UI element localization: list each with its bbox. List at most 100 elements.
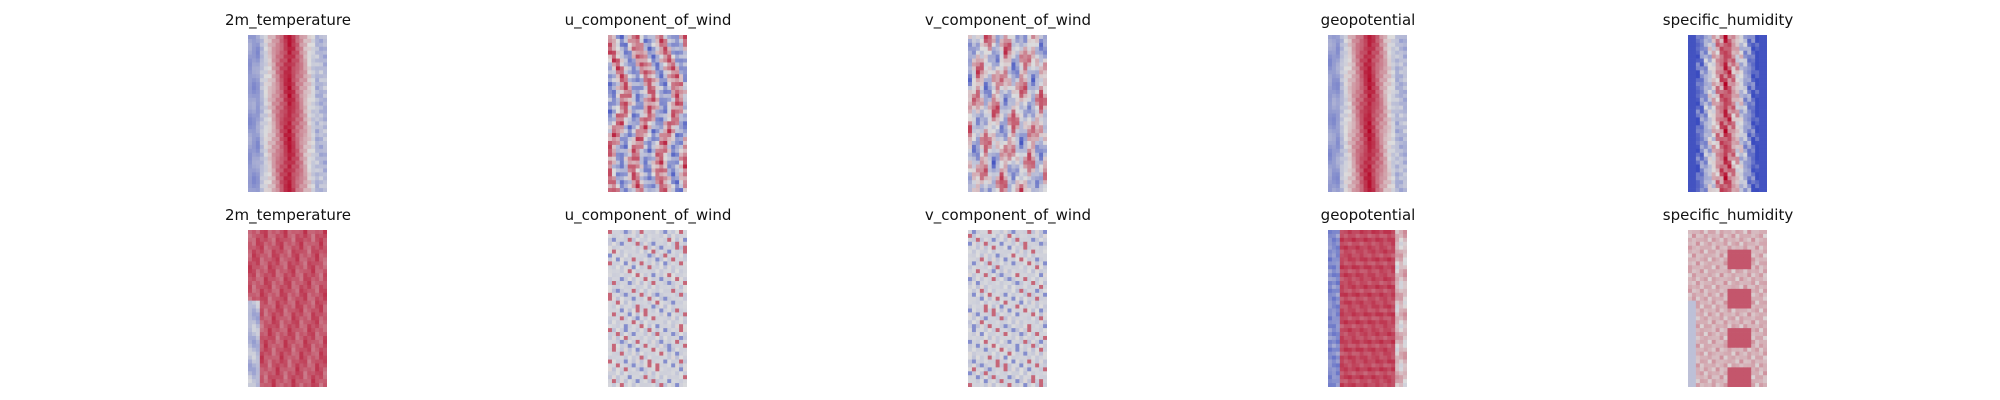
heatmap-cell — [279, 324, 284, 329]
heatmap-cell — [263, 70, 269, 75]
heatmap-cell — [631, 245, 636, 250]
heatmap-cell — [1007, 148, 1012, 154]
heatmap-cell — [311, 304, 316, 309]
heatmap-cell — [303, 172, 308, 177]
heatmap-cell — [651, 148, 656, 154]
heatmap-cell — [611, 105, 617, 110]
heatmap-cell — [651, 237, 656, 243]
heatmap-cell — [1031, 46, 1036, 52]
heatmap-cell — [1759, 46, 1764, 52]
heatmap-cell — [323, 347, 327, 353]
heatmap-cell — [1039, 50, 1044, 55]
heatmap-cell — [1363, 89, 1368, 95]
heatmap-cell — [1691, 121, 1697, 126]
heatmap-cell — [651, 253, 656, 258]
heatmap-cell — [1359, 66, 1364, 71]
heatmap-cell — [659, 70, 664, 75]
heatmap-cell — [271, 324, 276, 329]
heatmap-cell — [323, 230, 327, 235]
heatmap-cell — [1731, 184, 1736, 189]
heatmap-cell — [299, 245, 304, 250]
heatmap-cell — [255, 38, 261, 44]
heatmap-cell — [627, 133, 633, 138]
heatmap-cell — [283, 42, 288, 48]
heatmap-cell — [1688, 144, 1693, 150]
heatmap-cell — [987, 62, 993, 67]
heatmap-cell — [319, 137, 324, 142]
heatmap-cell — [248, 156, 253, 161]
heatmap-cell — [251, 164, 257, 169]
heatmap-cell — [1023, 35, 1028, 40]
heatmap-cell — [631, 66, 636, 71]
heatmap-cell — [303, 54, 308, 59]
heatmap-cell — [1339, 74, 1345, 79]
heatmap-cell — [623, 148, 629, 154]
heatmap-cell — [1699, 93, 1705, 99]
heatmap-cell — [319, 339, 324, 345]
heatmap-cell — [659, 230, 664, 235]
heatmap-cell — [1743, 144, 1748, 150]
heatmap-cell — [655, 50, 660, 55]
heatmap-cell — [1007, 46, 1012, 52]
heatmap-cell — [1691, 125, 1697, 130]
heatmap-cell — [1371, 78, 1376, 83]
heatmap-cell — [1359, 152, 1364, 158]
heatmap-cell — [251, 152, 257, 158]
heatmap-cell — [1347, 172, 1353, 177]
heatmap-cell — [999, 82, 1004, 87]
heatmap-cell — [679, 97, 684, 103]
heatmap-cell — [1039, 66, 1044, 71]
heatmap-panel-row1-col5: specific_humidity — [1638, 10, 1818, 194]
heatmap-cell — [643, 129, 648, 134]
heatmap-cell — [283, 241, 288, 247]
heatmap-cell — [263, 89, 269, 95]
heatmap-cell — [319, 172, 324, 177]
heatmap-cell — [283, 105, 288, 110]
heatmap-cell — [1031, 137, 1036, 142]
heatmap-cell — [295, 172, 300, 177]
heatmap-cell — [291, 300, 296, 305]
heatmap-cell — [1355, 133, 1360, 138]
heatmap-cell — [275, 261, 280, 266]
heatmap-cell — [1371, 148, 1376, 154]
heatmap-cell — [979, 97, 985, 103]
heatmap-cell — [1039, 105, 1044, 110]
heatmap-cell — [971, 125, 977, 130]
heatmap-cell — [307, 359, 312, 364]
heatmap-cell — [631, 113, 636, 118]
heatmap-cell — [975, 62, 981, 67]
heatmap-cell — [283, 125, 288, 130]
heatmap-cell — [1328, 125, 1333, 130]
heatmap-cell — [987, 35, 993, 40]
heatmap-cell — [311, 308, 316, 313]
heatmap-cell — [319, 42, 324, 48]
heatmap-cell — [1339, 156, 1345, 161]
heatmap-cell — [1387, 86, 1392, 91]
heatmap-cell — [283, 355, 288, 360]
heatmap-cell — [1688, 188, 1693, 192]
heatmap-cell — [1371, 86, 1376, 91]
heatmap-cell — [647, 42, 652, 48]
heatmap-cell — [1343, 50, 1349, 55]
heatmap-cell — [608, 253, 613, 258]
heatmap-cell — [311, 133, 316, 138]
heatmap-cell — [267, 328, 273, 333]
heatmap-cell — [1003, 97, 1008, 103]
heatmap-cell — [275, 257, 280, 262]
heatmap-svg — [968, 35, 1047, 192]
heatmap-cell — [315, 292, 320, 298]
heatmap-cell — [1011, 125, 1016, 130]
heatmap-cell — [251, 50, 257, 55]
heatmap-cell — [1347, 164, 1353, 169]
heatmap-cell — [291, 335, 296, 341]
heatmap-cell — [635, 86, 640, 91]
heatmap-cell — [291, 180, 296, 185]
heatmap-cell — [675, 172, 680, 177]
heatmap-cell — [651, 86, 656, 91]
heatmap-cell — [1403, 38, 1407, 44]
heatmap-cell — [1703, 66, 1709, 71]
heatmap-cell — [259, 152, 265, 158]
heatmap-cell — [315, 109, 320, 114]
heatmap-cell — [1383, 89, 1388, 95]
heatmap-cell — [1695, 125, 1701, 130]
